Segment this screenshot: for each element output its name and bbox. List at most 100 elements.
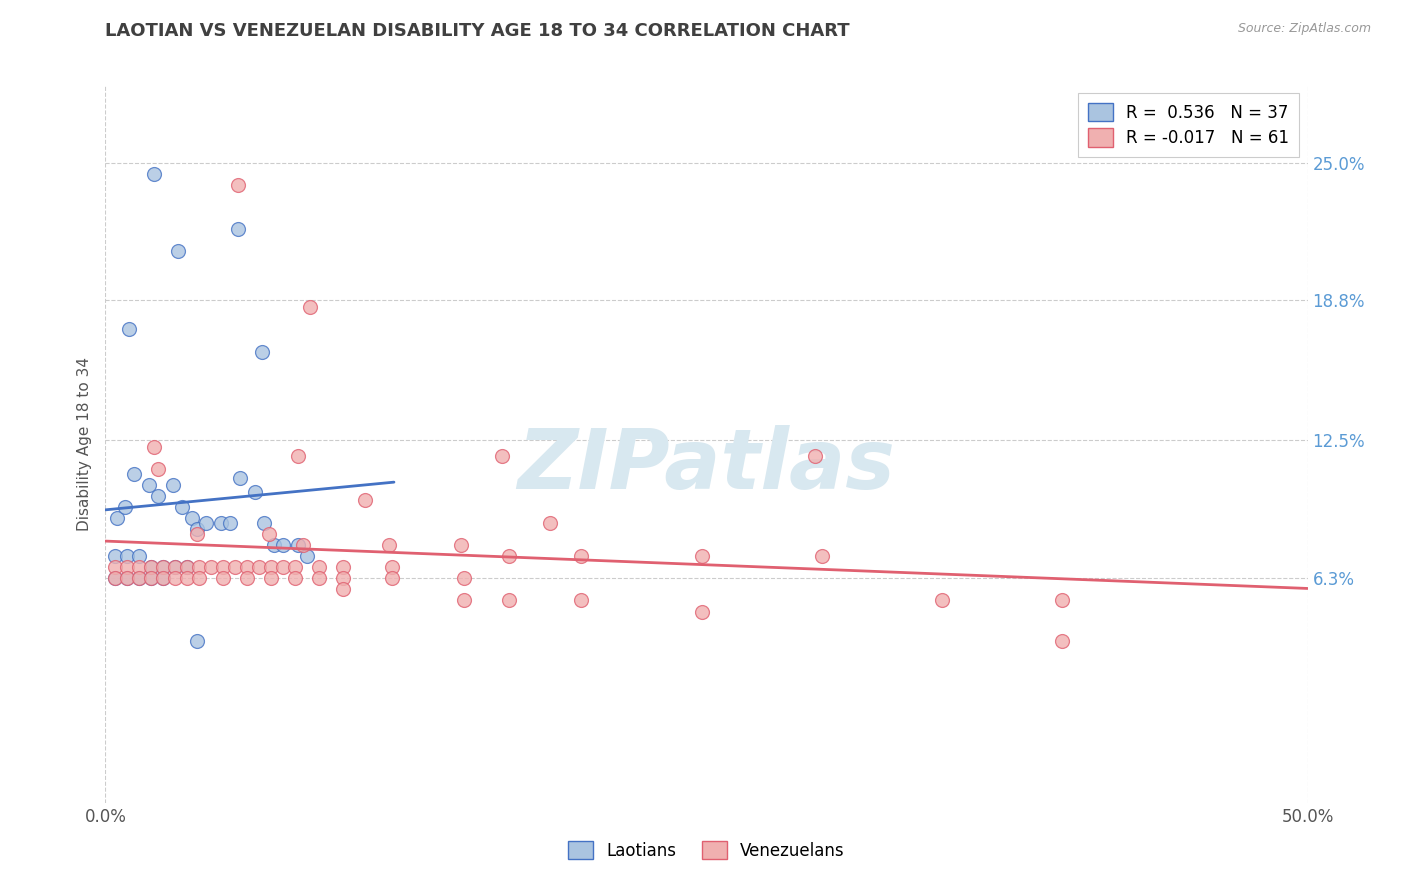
Point	[212, 571, 235, 585]
Point	[115, 571, 138, 585]
Point	[236, 571, 259, 585]
Point	[811, 549, 834, 563]
Point	[139, 560, 162, 574]
Point	[165, 560, 187, 574]
Point	[188, 571, 211, 585]
Point	[172, 500, 194, 515]
Point	[104, 571, 127, 585]
Point	[236, 560, 259, 574]
Point	[128, 560, 150, 574]
Point	[142, 440, 165, 454]
Point	[273, 560, 295, 574]
Text: ZIPatlas: ZIPatlas	[517, 425, 896, 506]
Point	[226, 178, 249, 192]
Point	[308, 560, 330, 574]
Point	[176, 560, 198, 574]
Point	[114, 500, 136, 515]
Point	[165, 571, 187, 585]
Point	[186, 526, 208, 541]
Point	[148, 462, 170, 476]
Point	[139, 560, 162, 574]
Legend: Laotians, Venezuelans: Laotians, Venezuelans	[562, 834, 851, 866]
Point	[287, 449, 309, 463]
Point	[115, 549, 138, 563]
Point	[229, 471, 252, 485]
Point	[260, 560, 283, 574]
Point	[354, 493, 377, 508]
Point	[243, 484, 266, 499]
Point	[139, 571, 162, 585]
Point	[538, 516, 561, 530]
Point	[284, 571, 307, 585]
Y-axis label: Disability Age 18 to 34: Disability Age 18 to 34	[76, 357, 91, 531]
Point	[104, 549, 127, 563]
Point	[165, 560, 187, 574]
Point	[332, 560, 354, 574]
Point	[298, 300, 321, 314]
Point	[162, 478, 184, 492]
Point	[139, 571, 162, 585]
Point	[380, 560, 402, 574]
Point	[226, 222, 249, 236]
Point	[247, 560, 270, 574]
Point	[453, 593, 475, 607]
Point	[115, 560, 138, 574]
Point	[491, 449, 513, 463]
Point	[498, 593, 520, 607]
Point	[287, 538, 309, 552]
Point	[332, 582, 354, 597]
Point	[152, 571, 174, 585]
Point	[128, 571, 150, 585]
Point	[209, 516, 232, 530]
Point	[690, 549, 713, 563]
Point	[450, 538, 472, 552]
Point	[690, 605, 713, 619]
Point	[253, 516, 276, 530]
Point	[124, 467, 146, 481]
Point	[200, 560, 222, 574]
Point	[107, 511, 129, 525]
Point	[219, 516, 242, 530]
Point	[152, 560, 174, 574]
Point	[188, 560, 211, 574]
Point	[118, 322, 141, 336]
Point	[104, 571, 127, 585]
Point	[571, 593, 593, 607]
Text: Source: ZipAtlas.com: Source: ZipAtlas.com	[1237, 22, 1371, 36]
Point	[273, 538, 295, 552]
Point	[186, 522, 208, 536]
Point	[186, 633, 208, 648]
Point	[166, 244, 188, 259]
Point	[453, 571, 475, 585]
Point	[250, 344, 273, 359]
Point	[104, 560, 127, 574]
Point	[142, 167, 165, 181]
Point	[181, 511, 204, 525]
Point	[308, 571, 330, 585]
Point	[176, 571, 198, 585]
Point	[195, 516, 218, 530]
Point	[176, 560, 198, 574]
Point	[332, 571, 354, 585]
Point	[378, 538, 401, 552]
Point	[128, 571, 150, 585]
Point	[257, 526, 280, 541]
Point	[291, 538, 314, 552]
Point	[297, 549, 319, 563]
Point	[380, 571, 402, 585]
Point	[571, 549, 593, 563]
Point	[1052, 633, 1074, 648]
Text: LAOTIAN VS VENEZUELAN DISABILITY AGE 18 TO 34 CORRELATION CHART: LAOTIAN VS VENEZUELAN DISABILITY AGE 18 …	[105, 22, 851, 40]
Point	[148, 489, 170, 503]
Point	[212, 560, 235, 574]
Point	[284, 560, 307, 574]
Point	[128, 549, 150, 563]
Point	[224, 560, 246, 574]
Point	[138, 478, 160, 492]
Point	[152, 571, 174, 585]
Point	[1052, 593, 1074, 607]
Point	[803, 449, 825, 463]
Point	[152, 560, 174, 574]
Point	[115, 571, 138, 585]
Point	[931, 593, 953, 607]
